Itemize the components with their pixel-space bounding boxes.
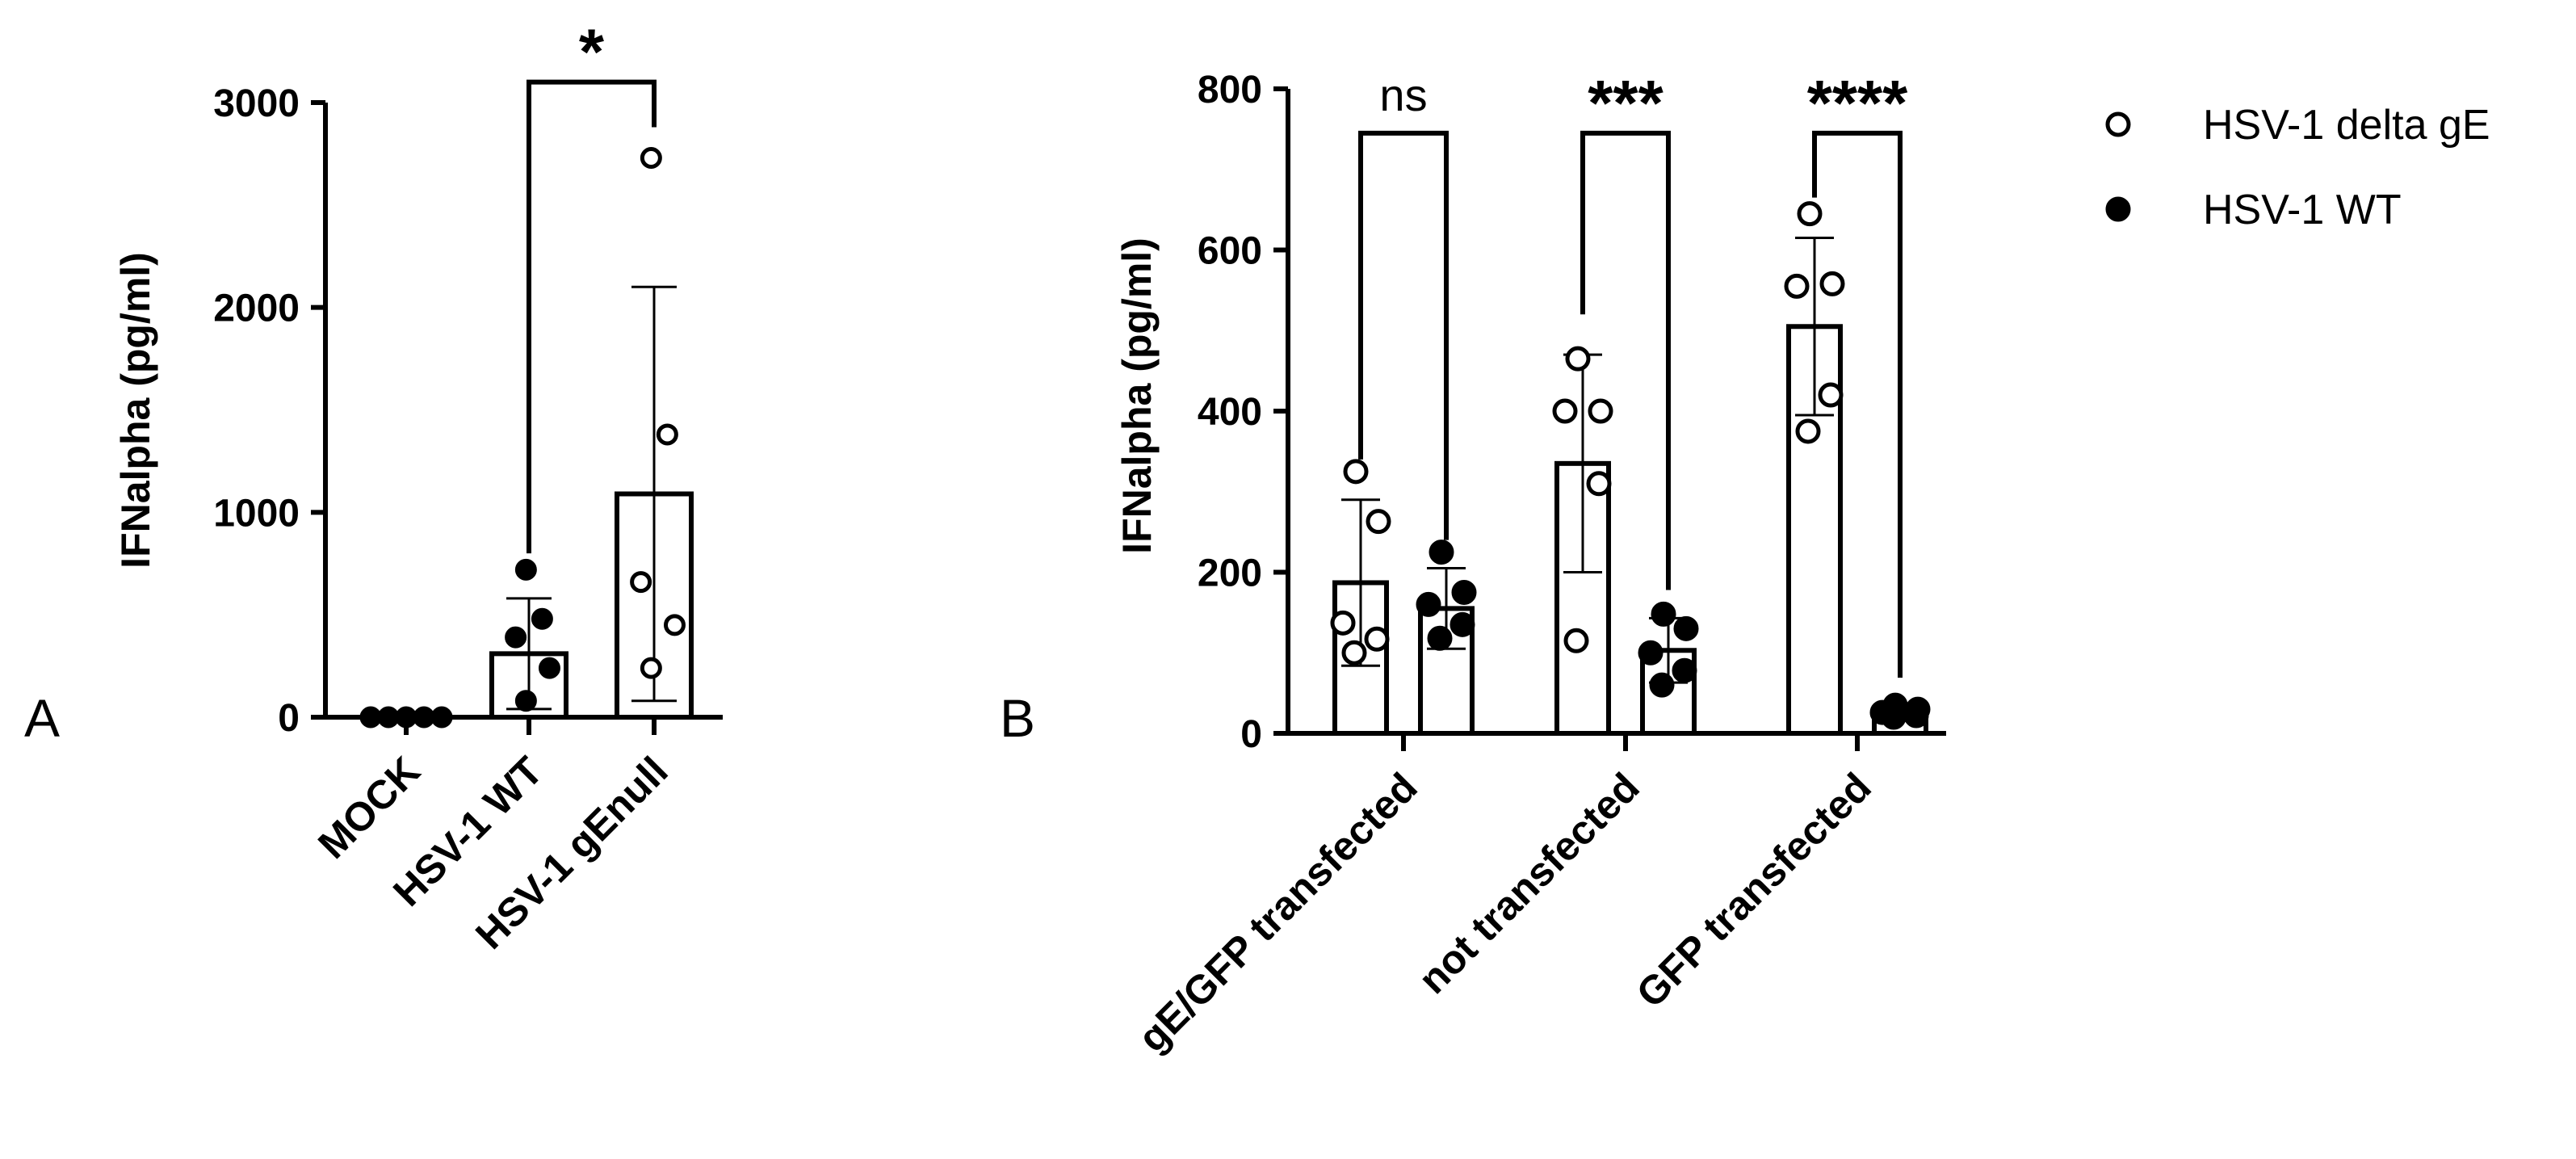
y-axis-label-a: IFNalpha (pg/ml) — [113, 252, 158, 569]
y-tick-label-b: 200 — [1198, 552, 1262, 595]
legend-marker — [2105, 196, 2131, 222]
data-point-b — [1903, 703, 1929, 729]
data-point-a — [505, 626, 527, 649]
data-point-a — [413, 706, 435, 729]
data-point-b — [1673, 615, 1699, 641]
x-tick-label-b: gE/GFP transfected — [1130, 764, 1426, 1060]
data-point-a — [656, 423, 678, 446]
significance-label-a: * — [579, 16, 605, 88]
data-point-b — [1795, 418, 1821, 444]
y-tick-label-b: 400 — [1198, 391, 1262, 434]
panel-a-label: A — [24, 688, 60, 748]
data-point-a — [531, 607, 553, 630]
y-tick-label-b: 600 — [1198, 230, 1262, 273]
data-point-b — [1416, 591, 1441, 617]
data-point-b — [1565, 346, 1591, 372]
data-point-b — [1818, 382, 1844, 408]
data-point-b — [1588, 398, 1613, 424]
y-tick-label-b: 0 — [1240, 713, 1262, 756]
data-point-b — [1552, 398, 1578, 424]
legend-entry: HSV-1 WT — [2203, 187, 2402, 233]
data-point-b — [1881, 704, 1907, 730]
data-point-b — [1364, 626, 1390, 652]
significance-label-b: **** — [1807, 67, 1908, 139]
data-point-b — [1819, 271, 1845, 296]
data-point-a — [538, 657, 560, 679]
data-point-b — [1784, 273, 1810, 299]
significance-bracket-a — [527, 79, 657, 554]
legend: HSV-1 delta gE HSV-1 WT — [2105, 102, 2490, 233]
data-point-a — [640, 657, 662, 679]
y-tick-label-a: 1000 — [213, 492, 300, 535]
data-point-b — [1651, 601, 1676, 627]
significance-label-b: *** — [1588, 67, 1663, 139]
data-point-b — [1450, 611, 1475, 637]
data-point-b — [1586, 471, 1612, 497]
data-point-a — [514, 558, 537, 581]
data-point-b — [1341, 640, 1367, 666]
data-point-b — [1649, 672, 1675, 698]
panel-b-label: B — [1000, 688, 1035, 748]
data-point-a — [377, 706, 400, 729]
data-point-b — [1797, 201, 1823, 227]
data-point-b — [1330, 610, 1356, 636]
significance-label-b: ns — [1379, 69, 1427, 120]
y-tick-label-a: 3000 — [213, 82, 300, 125]
y-axis-label-b: IFNalpha (pg/ml) — [1114, 237, 1160, 554]
data-point-b — [1427, 625, 1453, 651]
data-point-a — [640, 146, 662, 169]
data-point-a — [514, 690, 537, 712]
y-tick-label-b: 800 — [1198, 69, 1262, 111]
data-point-b — [1451, 579, 1477, 605]
legend-entry: HSV-1 delta gE — [2203, 102, 2490, 149]
data-point-b — [1343, 459, 1369, 485]
significance-bracket-b — [1358, 130, 1449, 540]
legend-marker — [2105, 111, 2131, 137]
x-tick-label-a: MOCK — [309, 748, 429, 867]
y-tick-label-a: 0 — [278, 697, 300, 740]
x-tick-label-b: not transfected — [1410, 764, 1648, 1002]
data-point-b — [1366, 509, 1391, 535]
panel-b-chart: B 0 200 400 600 800 IFNalpha (pg/ml) gE/GFP tra… — [1000, 67, 1946, 1060]
data-point-a — [663, 614, 686, 636]
data-point-a — [395, 706, 417, 729]
data-point-a — [430, 706, 453, 729]
data-point-b — [1429, 540, 1454, 565]
data-point-b — [1563, 628, 1589, 653]
data-point-b — [1672, 657, 1697, 683]
data-point-a — [359, 706, 382, 729]
significance-bracket-b — [1580, 130, 1671, 590]
data-point-b — [1638, 640, 1663, 666]
y-tick-label-a: 2000 — [213, 288, 300, 330]
significance-bracket-b — [1812, 130, 1903, 678]
x-tick-label-b: GFP transfected — [1628, 764, 1880, 1016]
data-point-a — [630, 571, 652, 594]
